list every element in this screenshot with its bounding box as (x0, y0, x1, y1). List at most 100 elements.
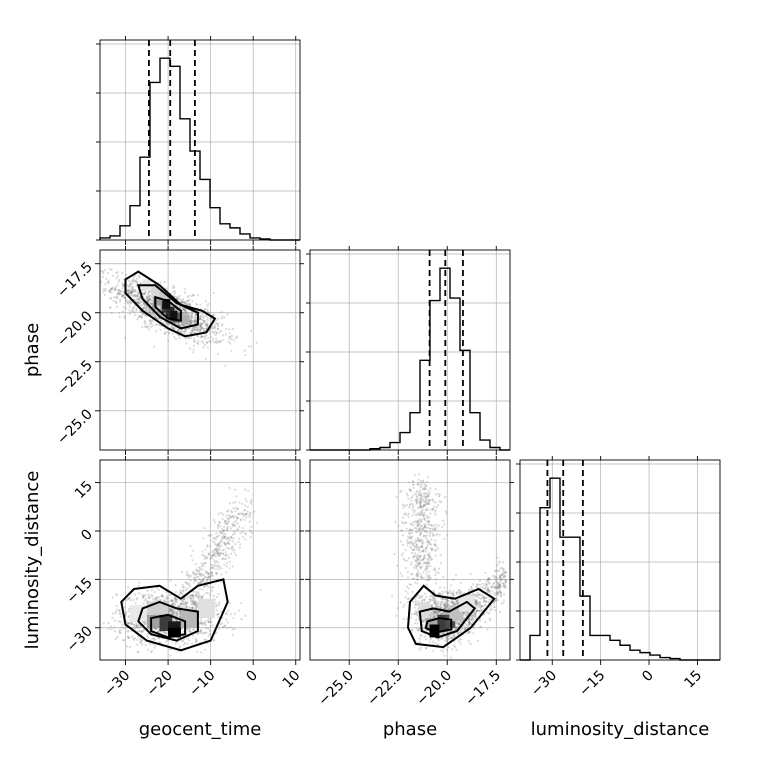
sample-point (130, 309, 133, 312)
sample-point (414, 610, 417, 613)
sample-point (219, 531, 222, 534)
sample-point (203, 631, 206, 634)
sample-point (201, 336, 204, 339)
sample-point (224, 557, 228, 560)
sample-point (132, 306, 135, 309)
sample-point (406, 571, 409, 574)
sample-point (133, 280, 136, 283)
sample-point (215, 609, 218, 612)
sample-point (220, 567, 223, 570)
sample-point (144, 325, 147, 328)
sample-point (150, 299, 153, 302)
sample-point (149, 297, 152, 300)
sample-point (444, 510, 447, 513)
sample-point (124, 337, 127, 340)
sample-point (190, 331, 193, 334)
histogram-bin (140, 157, 150, 240)
sample-point (220, 573, 223, 576)
sample-point (412, 555, 415, 558)
sample-point (206, 318, 209, 321)
sample-point (174, 590, 178, 594)
sample-point (206, 308, 209, 311)
density-cell (153, 293, 162, 305)
sample-point (420, 518, 423, 521)
sample-point (170, 305, 173, 308)
sample-point (209, 624, 212, 628)
sample-point (206, 579, 209, 582)
sample-point (159, 281, 162, 284)
sample-point (434, 529, 437, 532)
sample-point (214, 562, 217, 565)
sample-point (102, 290, 105, 293)
sample-point (452, 590, 455, 593)
sample-point (207, 553, 210, 556)
sample-point (416, 629, 419, 632)
sample-point (233, 523, 237, 527)
sample-point (203, 585, 206, 588)
sample-point (215, 331, 218, 334)
sample-point (147, 593, 150, 596)
sample-point (432, 599, 435, 602)
sample-point (193, 319, 196, 322)
sample-point (210, 327, 213, 330)
sample-point (421, 594, 424, 597)
sample-point (434, 488, 437, 491)
sample-point (186, 308, 189, 311)
sample-point (412, 511, 415, 514)
sample-point (476, 639, 480, 643)
sample-point (417, 569, 420, 572)
sample-point (146, 589, 149, 593)
sample-point (169, 608, 172, 611)
sample-point (203, 320, 206, 323)
sample-point (122, 291, 125, 294)
sample-point (122, 283, 125, 286)
sample-point (131, 295, 134, 298)
sample-point (154, 644, 157, 647)
sample-point (183, 307, 186, 310)
sample-point (135, 284, 138, 287)
sample-point (114, 288, 117, 291)
sample-point (232, 617, 235, 620)
sample-point (423, 530, 426, 533)
sample-point (225, 612, 228, 615)
sample-point (223, 316, 226, 319)
sample-point (199, 315, 202, 318)
sample-point (422, 571, 425, 574)
sample-point (218, 331, 221, 334)
sample-point (185, 311, 188, 315)
sample-point (116, 293, 119, 296)
sample-point (200, 318, 203, 321)
sample-point (151, 637, 154, 640)
sample-point (222, 552, 225, 555)
sample-point (409, 536, 412, 539)
sample-point (415, 627, 418, 630)
sample-point (425, 583, 428, 586)
sample-point (187, 312, 190, 315)
sample-point (137, 300, 141, 303)
sample-point (217, 616, 220, 619)
sample-point (446, 534, 449, 537)
sample-point (439, 554, 442, 557)
sample-point (421, 513, 424, 516)
sample-point (224, 536, 227, 539)
sample-point (111, 274, 114, 277)
sample-point (228, 335, 231, 338)
sample-point (152, 314, 155, 317)
sample-point (144, 314, 147, 317)
sample-point (169, 304, 172, 308)
sample-point (190, 312, 194, 315)
sample-point (226, 621, 230, 624)
sample-point (212, 291, 215, 294)
sample-point (149, 311, 152, 314)
sample-point (171, 609, 175, 613)
sample-point (178, 645, 181, 648)
sample-point (148, 294, 151, 298)
sample-point (144, 320, 147, 323)
sample-point (220, 622, 223, 625)
sample-point (215, 332, 218, 335)
sample-point (171, 601, 174, 604)
sample-point (416, 582, 419, 585)
sample-point (136, 626, 139, 629)
sample-point (180, 298, 183, 302)
